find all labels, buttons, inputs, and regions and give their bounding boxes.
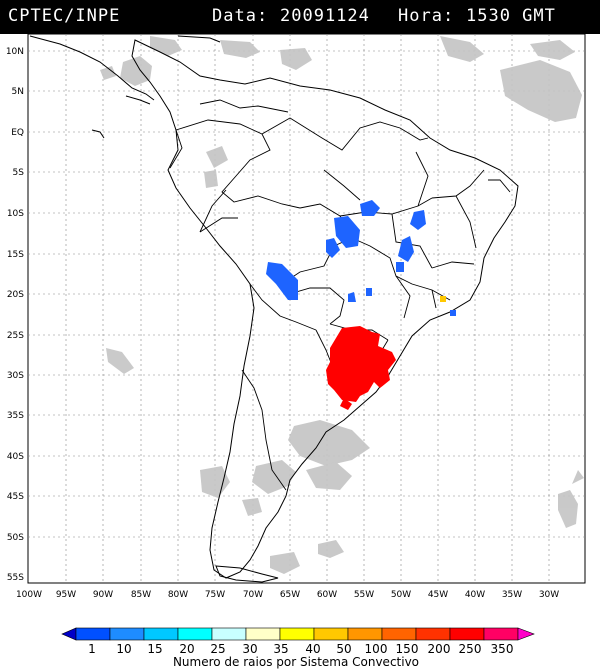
legend-tick: 350 xyxy=(491,642,514,656)
legend-colorbar xyxy=(61,627,535,641)
map-header: CPTEC/INPE Data: 20091124 Hora: 1530 GMT xyxy=(0,0,600,34)
lightning-cluster-fringe xyxy=(340,398,352,410)
lat-label: 15S xyxy=(7,250,24,260)
lat-label: 10S xyxy=(7,209,24,219)
color-legend: 1 10 15 20 25 30 35 40 50 100 150 200 25… xyxy=(61,627,535,669)
legend-tick: 50 xyxy=(336,642,351,656)
graticule xyxy=(28,34,585,583)
longitude-labels: 100W 95W 90W 85W 80W 75W 70W 65W 60W 55W… xyxy=(16,590,559,600)
legend-tick: 250 xyxy=(459,642,482,656)
lon-label: 35W xyxy=(502,590,522,600)
convective-systems xyxy=(266,200,456,316)
legend-swatch xyxy=(449,627,485,641)
lon-label: 95W xyxy=(56,590,76,600)
cloud-cover xyxy=(100,36,584,574)
legend-arrow-right xyxy=(517,627,535,641)
lat-label: 5N xyxy=(12,87,24,97)
lat-label: 25S xyxy=(7,331,24,341)
lat-label: 45S xyxy=(7,492,24,502)
legend-tick: 15 xyxy=(147,642,162,656)
legend-swatch xyxy=(279,627,315,641)
lat-label: 20S xyxy=(7,290,24,300)
lon-label: 50W xyxy=(391,590,411,600)
lon-label: 40W xyxy=(465,590,485,600)
lat-label: 30S xyxy=(7,371,24,381)
lon-label: 45W xyxy=(428,590,448,600)
lat-label: EQ xyxy=(11,128,24,138)
lon-label: 90W xyxy=(93,590,113,600)
lightning-cluster xyxy=(326,326,396,402)
legend-swatch xyxy=(381,627,417,641)
south-america-coastline xyxy=(29,35,519,583)
legend-swatch xyxy=(75,627,111,641)
lon-label: 30W xyxy=(539,590,559,600)
legend-tick: 200 xyxy=(428,642,451,656)
lon-label: 80W xyxy=(168,590,188,600)
lat-label: 50S xyxy=(7,533,24,543)
hour-label: Hora: xyxy=(398,6,455,26)
legend-tick: 1 xyxy=(88,642,96,656)
legend-tick: 10 xyxy=(116,642,131,656)
legend-swatch xyxy=(483,627,519,641)
date-value: 20091124 xyxy=(280,6,370,26)
legend-swatch xyxy=(211,627,247,641)
latitude-labels: 10N 5N EQ 5S 10S 15S 20S 25S 30S 35S 40S… xyxy=(6,47,24,583)
legend-title: Numero de raios por Sistema Convectivo xyxy=(173,655,419,669)
legend-arrow-left xyxy=(61,627,77,641)
lon-label: 100W xyxy=(16,590,42,600)
legend-swatch xyxy=(109,627,145,641)
lon-label: 85W xyxy=(131,590,151,600)
lat-label: 10N xyxy=(6,47,24,57)
lat-label: 5S xyxy=(13,168,25,178)
legend-tick: 100 xyxy=(365,642,388,656)
lat-label: 55S xyxy=(7,573,24,583)
lightning-map: 10N 5N EQ 5S 10S 15S 20S 25S 30S 35S 40S… xyxy=(6,34,586,600)
lat-label: 35S xyxy=(7,411,24,421)
legend-swatch xyxy=(177,627,213,641)
lon-label: 70W xyxy=(243,590,263,600)
legend-tick: 40 xyxy=(305,642,320,656)
legend-tick: 25 xyxy=(210,642,225,656)
source-label: CPTEC/INPE xyxy=(8,6,121,26)
legend-tick: 150 xyxy=(396,642,419,656)
lon-label: 75W xyxy=(205,590,225,600)
map-frame xyxy=(27,34,586,584)
legend-tick: 30 xyxy=(242,642,257,656)
lon-label: 60W xyxy=(317,590,337,600)
legend-tick: 20 xyxy=(179,642,194,656)
lat-label: 40S xyxy=(7,452,24,462)
legend-swatch xyxy=(143,627,179,641)
legend-swatch xyxy=(313,627,349,641)
legend-swatch xyxy=(245,627,281,641)
legend-labels: 1 10 15 20 25 30 35 40 50 100 150 200 25… xyxy=(88,642,513,656)
legend-tick: 35 xyxy=(273,642,288,656)
lon-label: 55W xyxy=(354,590,374,600)
legend-swatch xyxy=(347,627,383,641)
time-value: 1530 GMT xyxy=(466,6,556,26)
lon-label: 65W xyxy=(280,590,300,600)
legend-swatch xyxy=(415,627,451,641)
date-label: Data: xyxy=(212,6,269,26)
